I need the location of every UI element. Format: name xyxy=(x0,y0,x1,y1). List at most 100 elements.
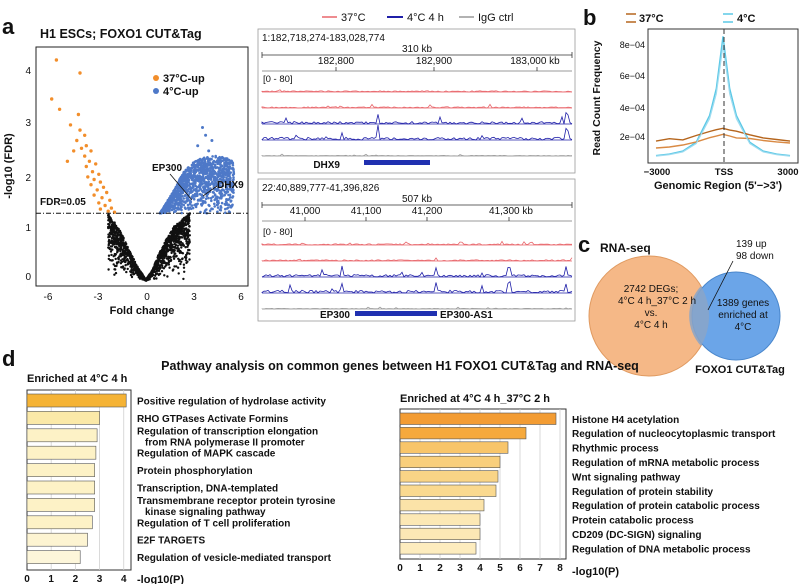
track-top-span: 310 kb xyxy=(402,44,432,55)
volcano-ns-point xyxy=(159,260,163,264)
x-tick-label: 3 xyxy=(97,574,103,584)
volcano-ns-point xyxy=(175,240,178,243)
volcano-4c-point xyxy=(189,191,193,194)
volcano-ns-point xyxy=(177,228,180,232)
volcano-ns-point xyxy=(176,244,180,247)
volcano-37c-point xyxy=(84,144,89,148)
volcano-4c-point xyxy=(211,168,215,171)
volcano-4c-point xyxy=(213,188,216,191)
volcano-4c-point xyxy=(186,206,190,209)
x-tick-label: 8 xyxy=(557,563,563,574)
volcano-ns-point xyxy=(111,230,114,233)
track-bottom-tick-0: 41,000 xyxy=(290,206,321,217)
volcano-ns-points xyxy=(107,212,192,282)
volcano-ns-point xyxy=(167,237,170,241)
volcano-ns-point xyxy=(111,248,114,251)
volcano-4c-point xyxy=(192,165,195,169)
volcano-4c-point xyxy=(190,204,194,207)
volcano-ns-point xyxy=(110,239,113,242)
annotation-ep300: EP300 xyxy=(152,163,182,174)
volcano-ns-point xyxy=(188,258,191,261)
volcano-ns-point xyxy=(114,257,117,261)
track-bottom-coords: 22:40,889,777-41,396,826 xyxy=(262,183,380,194)
volcano-ns-point xyxy=(161,261,164,264)
volcano-4c-point xyxy=(221,184,225,188)
venn-left-line-2: vs. xyxy=(645,308,658,319)
volcano-4c-point xyxy=(215,172,218,175)
venn-left-line-1: 4°C 4 h_37°C 2 h xyxy=(618,296,696,307)
volcano-ns-point xyxy=(180,246,183,249)
volcano-4c-point xyxy=(228,196,232,199)
volcano-4c-point xyxy=(221,159,225,163)
volcano-37c-point xyxy=(100,196,104,200)
volcano-ns-point xyxy=(153,267,157,270)
x-tick-0: 0 xyxy=(144,292,150,303)
volcano-4c-point xyxy=(207,161,210,164)
track-signal xyxy=(261,240,572,246)
volcano-4c-point xyxy=(196,161,200,164)
volcano-4c-point xyxy=(163,207,166,211)
profile-line-1 xyxy=(655,127,791,142)
volcano-4c-point xyxy=(198,168,201,172)
volcano-ns-point xyxy=(115,261,119,264)
volcano-ns-point xyxy=(110,223,114,226)
volcano-4c-point xyxy=(201,126,204,129)
volcano-4c-point xyxy=(176,185,179,189)
volcano-x-axis: -6 -3 0 3 6 xyxy=(44,292,245,303)
volcano-ns-point xyxy=(179,231,182,235)
track-bottom-signals xyxy=(261,240,573,310)
panel-d: d Pathway analysis on common genes betwe… xyxy=(2,346,776,584)
annotation-dhx9: DHX9 xyxy=(217,180,244,191)
volcano-4c-point xyxy=(182,203,186,207)
volcano-4c-point xyxy=(231,203,234,207)
volcano-4c-point xyxy=(212,191,215,194)
pathway-bar xyxy=(26,428,98,443)
volcano-4c-point xyxy=(180,183,184,186)
volcano-4c-point xyxy=(220,164,223,167)
volcano-4c-point xyxy=(224,211,227,214)
volcano-ns-point xyxy=(119,262,123,265)
pathway-term: Regulation of vesicle-mediated transport xyxy=(137,553,332,564)
pathway-bar xyxy=(399,484,497,497)
volcano-ns-point xyxy=(141,274,145,277)
y-tick-2: 2 xyxy=(25,173,31,184)
volcano-ns-point xyxy=(126,267,129,271)
volcano-4c-point xyxy=(203,163,206,167)
panel-b: b 37°C 4°C 2e−04 4e−04 6e−04 8e−04 −3000… xyxy=(583,5,799,192)
volcano-ns-point xyxy=(126,263,129,266)
volcano-ns-point xyxy=(121,235,124,239)
annotation-ep300-line xyxy=(169,173,193,201)
x-tick-label: 2 xyxy=(73,574,79,584)
volcano-ns-point xyxy=(185,229,189,232)
volcano-37c-point xyxy=(106,209,110,213)
volcano-ns-point xyxy=(161,266,164,269)
volcano-37c-point xyxy=(50,97,54,101)
pathway-bar xyxy=(26,463,95,477)
volcano-4c-point xyxy=(186,203,190,207)
volcano-4c-point xyxy=(232,170,235,174)
volcano-ns-point xyxy=(180,236,183,239)
y-tick-1: 1 xyxy=(25,223,31,234)
volcano-37c-point xyxy=(101,185,106,189)
volcano-4c-point xyxy=(225,168,228,172)
volcano-ns-point xyxy=(113,273,116,276)
pathway-bar xyxy=(26,480,95,495)
volcano-4c-point xyxy=(176,197,179,201)
volcano-37c-point xyxy=(98,180,103,184)
volcano-ns-point xyxy=(119,236,122,239)
pathway-right-xlabel: -log10(P) xyxy=(572,566,619,578)
volcano-ns-point xyxy=(183,236,186,239)
pathway-term-cont: from RNA polymerase II promoter xyxy=(145,437,305,448)
x-tick-label: 0 xyxy=(24,574,30,584)
volcano-ns-point xyxy=(157,273,160,277)
volcano-ns-point xyxy=(114,232,117,235)
volcano-37c-point xyxy=(97,201,101,205)
volcano-ns-point xyxy=(174,230,177,233)
volcano-ns-point xyxy=(113,221,116,224)
volcano-37c-point xyxy=(87,159,92,163)
volcano-37c-point xyxy=(92,177,96,182)
volcano-ns-point xyxy=(108,223,111,227)
volcano-4c-point xyxy=(179,190,182,193)
volcano-4c-point xyxy=(164,204,168,208)
volcano-ns-point xyxy=(120,233,123,237)
